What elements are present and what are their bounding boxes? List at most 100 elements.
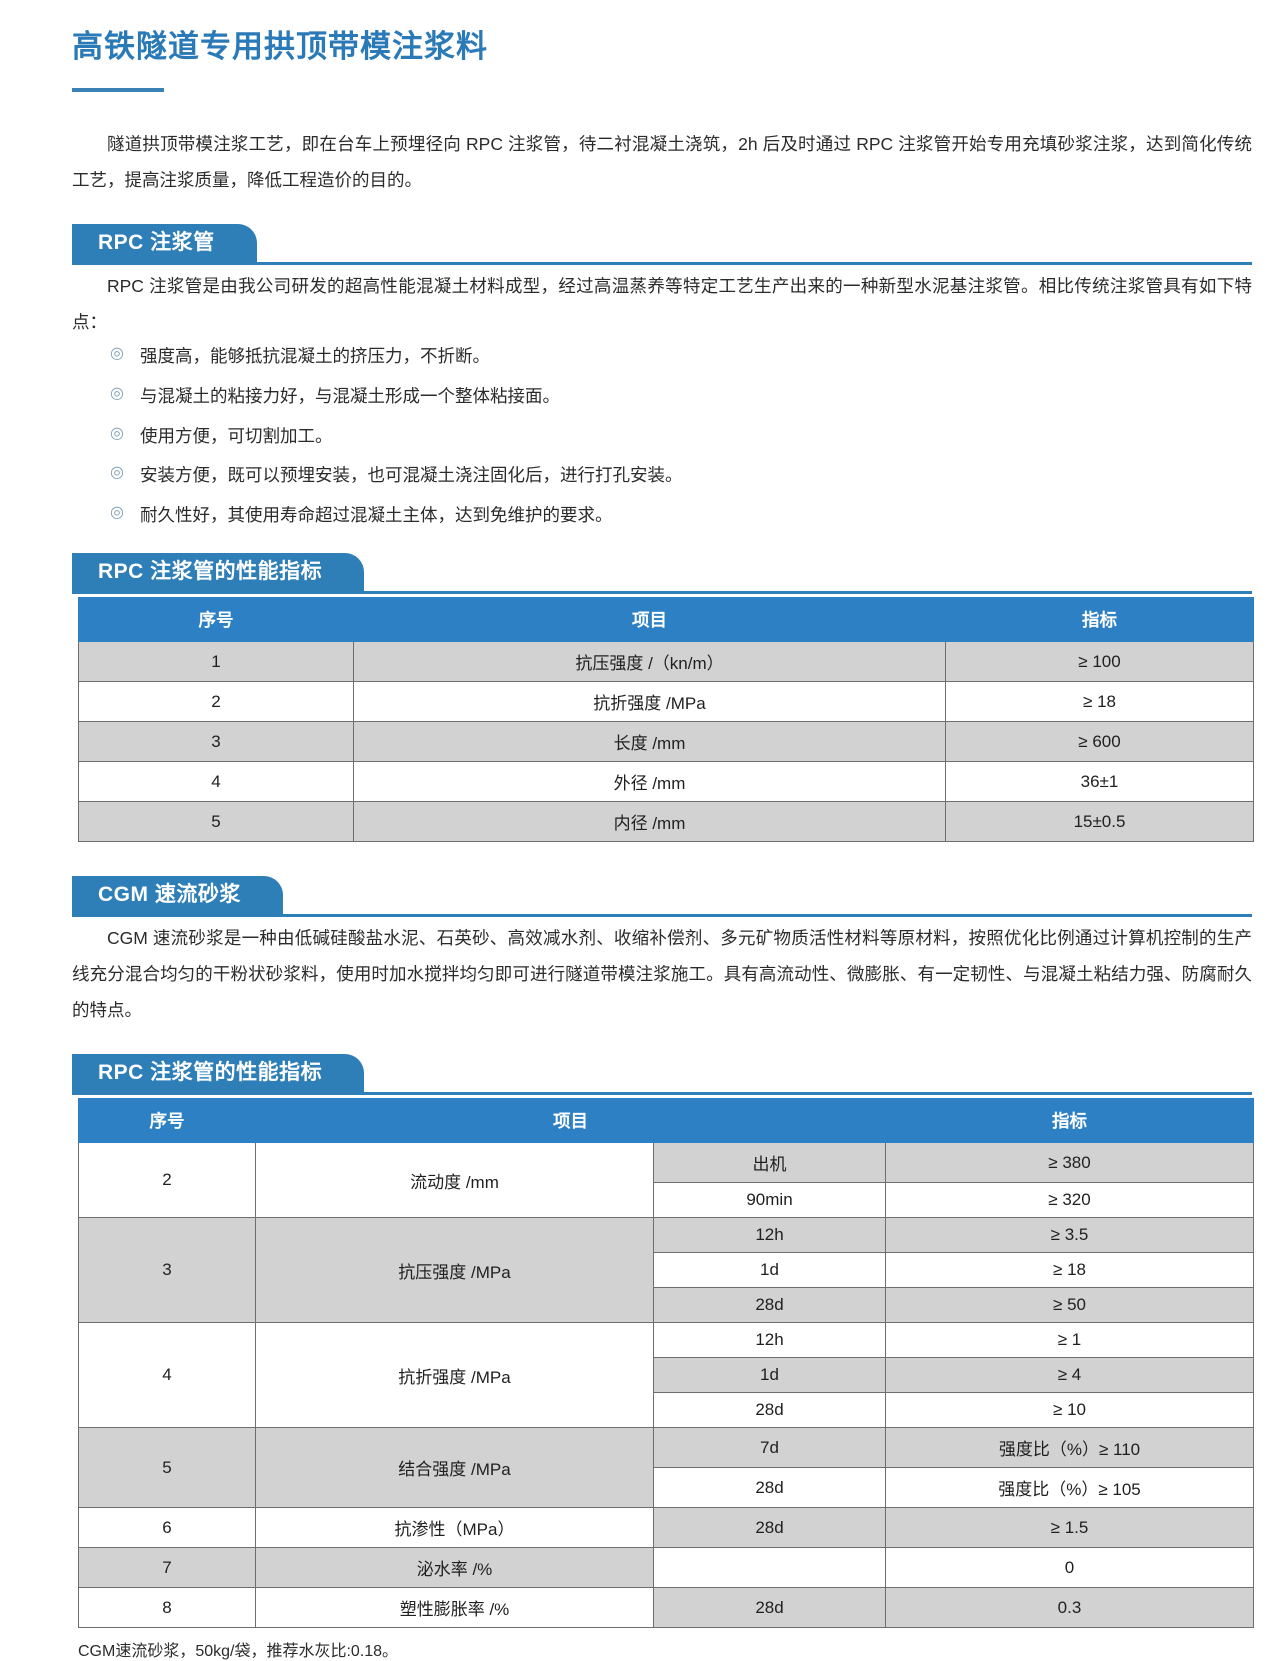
table-row: 28d ≥ 50 <box>79 1287 1254 1324</box>
cell-age: 1d <box>653 1252 886 1289</box>
cell-no: 2 <box>78 1142 256 1219</box>
column-header-item: 项目 <box>353 597 946 643</box>
cell-no: 3 <box>78 1217 256 1324</box>
circle-bullet-icon: ◎ <box>110 424 124 442</box>
table-row: 1 抗压强度 /（kn/m） ≥ 100 <box>78 641 1254 683</box>
cell-value: ≥ 18 <box>885 1252 1254 1289</box>
cell-value: ≥ 600 <box>945 721 1254 763</box>
cell-no: 5 <box>78 1427 256 1509</box>
table-row: 28d ≥ 10 <box>79 1392 1254 1429</box>
cell-value: 强度比（%）≥ 105 <box>885 1467 1254 1509</box>
section-badge-label: RPC 注浆管的性能指标 <box>72 553 365 592</box>
column-header-value: 指标 <box>945 597 1254 643</box>
cell-age: 90min <box>653 1182 886 1219</box>
cell-no: 5 <box>78 801 354 843</box>
cell-value: 0.3 <box>885 1587 1254 1629</box>
table-row: 1d ≥ 4 <box>79 1357 1254 1394</box>
section-rule <box>72 261 1252 265</box>
cgm-spec-table: 序号 项目 指标 2 流动度 /mm 出机 ≥ 380 90min ≥ 320 … <box>78 1098 1254 1629</box>
cell-age <box>653 1547 886 1589</box>
list-item: ◎ 耐久性好，其使用寿命超过混凝土主体，达到免维护的要求。 <box>110 503 1252 543</box>
circle-bullet-icon: ◎ <box>110 464 124 482</box>
cell-item: 长度 /mm <box>353 721 946 763</box>
cell-value: 0 <box>885 1547 1254 1589</box>
list-item-label: 与混凝土的粘接力好，与混凝土形成一个整体粘接面。 <box>140 385 560 406</box>
cell-value: 36±1 <box>945 761 1254 803</box>
table-row: 6 抗渗性（MPa） 28d ≥ 1.5 <box>78 1507 1254 1549</box>
list-item-label: 使用方便，可切割加工。 <box>140 425 333 446</box>
table-header-row: 序号 项目 指标 <box>78 1098 1254 1144</box>
table-row: 4 抗折强度 /MPa 12h ≥ 1 <box>78 1322 1254 1429</box>
rpc-spec-table: 序号 项目 指标 1 抗压强度 /（kn/m） ≥ 100 2 抗折强度 /MP… <box>78 597 1254 843</box>
column-header-no: 序号 <box>78 1098 256 1144</box>
section-badge-label: RPC 注浆管的性能指标 <box>72 1054 365 1093</box>
table-row: 1d ≥ 18 <box>79 1252 1254 1289</box>
table-row: 5 结合强度 /MPa 7d 强度比（%）≥ 110 <box>78 1427 1254 1509</box>
table-row: 3 抗压强度 /MPa 12h ≥ 3.5 <box>78 1217 1254 1324</box>
cell-item: 内径 /mm <box>353 801 946 843</box>
cell-value: 强度比（%）≥ 110 <box>885 1427 1254 1469</box>
table-row: 2 抗折强度 /MPa ≥ 18 <box>78 681 1254 723</box>
section-header-cgm-spec: RPC 注浆管的性能指标 <box>72 1054 1252 1098</box>
cell-age: 28d <box>653 1392 886 1429</box>
cell-item: 抗渗性（MPa） <box>255 1507 654 1549</box>
cell-no: 4 <box>78 761 354 803</box>
cell-value: ≥ 1.5 <box>885 1507 1254 1549</box>
cell-value: ≥ 1 <box>885 1322 1254 1359</box>
table-row: 4 外径 /mm 36±1 <box>78 761 1254 803</box>
table-row: 3 长度 /mm ≥ 600 <box>78 721 1254 763</box>
list-item: ◎ 强度高，能够抵抗混凝土的挤压力，不折断。 <box>110 344 1252 384</box>
section-badge-label: CGM 速流砂浆 <box>72 876 283 915</box>
cell-no: 6 <box>78 1507 256 1549</box>
cell-age: 12h <box>653 1322 886 1359</box>
list-item-label: 安装方便，既可以预埋安装，也可混凝土浇注固化后，进行打孔安装。 <box>140 465 683 486</box>
cell-no: 3 <box>78 721 354 763</box>
cell-no: 2 <box>78 681 354 723</box>
cell-value: ≥ 10 <box>885 1392 1254 1429</box>
table-row: 90min ≥ 320 <box>79 1182 1254 1219</box>
table-row: 7 泌水率 /% 0 <box>78 1547 1254 1589</box>
cell-no: 7 <box>78 1547 256 1589</box>
column-header-no: 序号 <box>78 597 354 643</box>
footer-note: CGM速流砂浆，50kg/袋，推荐水灰比:0.18。 <box>78 1643 399 1661</box>
cell-no: 1 <box>78 641 354 683</box>
cell-value: ≥ 50 <box>885 1287 1254 1324</box>
cell-no: 4 <box>78 1322 256 1429</box>
cell-age: 28d <box>653 1287 886 1324</box>
cell-age: 出机 <box>653 1142 886 1184</box>
cell-age: 28d <box>653 1507 886 1549</box>
cell-age: 28d <box>653 1587 886 1629</box>
cgm-paragraph: CGM 速流砂浆是一种由低碱硅酸盐水泥、石英砂、高效减水剂、收缩补偿剂、多元矿物… <box>72 928 1252 1021</box>
title-underline <box>72 87 164 92</box>
cell-item: 结合强度 /MPa <box>255 1427 654 1509</box>
cell-value: ≥ 4 <box>885 1357 1254 1394</box>
cell-value: ≥ 18 <box>945 681 1254 723</box>
section-header-rpc-pipe: RPC 注浆管 <box>72 223 1252 268</box>
cell-item: 抗折强度 /MPa <box>353 681 946 723</box>
section-header-rpc-spec: RPC 注浆管的性能指标 <box>72 553 1252 597</box>
cell-item: 抗压强度 /MPa <box>255 1217 654 1324</box>
table-row: 8 塑性膨胀率 /% 28d 0.3 <box>78 1587 1254 1629</box>
circle-bullet-icon: ◎ <box>110 344 124 362</box>
cell-item: 抗折强度 /MPa <box>255 1322 654 1429</box>
list-item-label: 强度高，能够抵抗混凝土的挤压力，不折断。 <box>140 345 490 366</box>
circle-bullet-icon: ◎ <box>110 384 124 402</box>
intro-paragraph: 隧道拱顶带模注浆工艺，即在台车上预埋径向 RPC 注浆管，待二衬混凝土浇筑，2h… <box>72 133 1252 190</box>
column-header-item: 项目 <box>255 1098 886 1144</box>
list-item: ◎ 与混凝土的粘接力好，与混凝土形成一个整体粘接面。 <box>110 384 1252 424</box>
cell-item: 泌水率 /% <box>255 1547 654 1589</box>
column-header-value: 指标 <box>885 1098 1254 1144</box>
cell-item: 塑性膨胀率 /% <box>255 1587 654 1629</box>
list-item: ◎ 安装方便，既可以预埋安装，也可混凝土浇注固化后，进行打孔安装。 <box>110 463 1252 503</box>
page-title: 高铁隧道专用拱顶带模注浆料 <box>72 29 488 64</box>
cell-no: 8 <box>78 1587 256 1629</box>
cell-item: 外径 /mm <box>353 761 946 803</box>
cell-value: ≥ 320 <box>885 1182 1254 1219</box>
circle-bullet-icon: ◎ <box>110 504 124 522</box>
cell-age: 7d <box>653 1427 886 1469</box>
cell-age: 28d <box>653 1467 886 1509</box>
section-rule <box>72 1092 1252 1096</box>
table-row: 2 流动度 /mm 出机 ≥ 380 <box>78 1142 1254 1219</box>
cell-value: ≥ 100 <box>945 641 1254 683</box>
